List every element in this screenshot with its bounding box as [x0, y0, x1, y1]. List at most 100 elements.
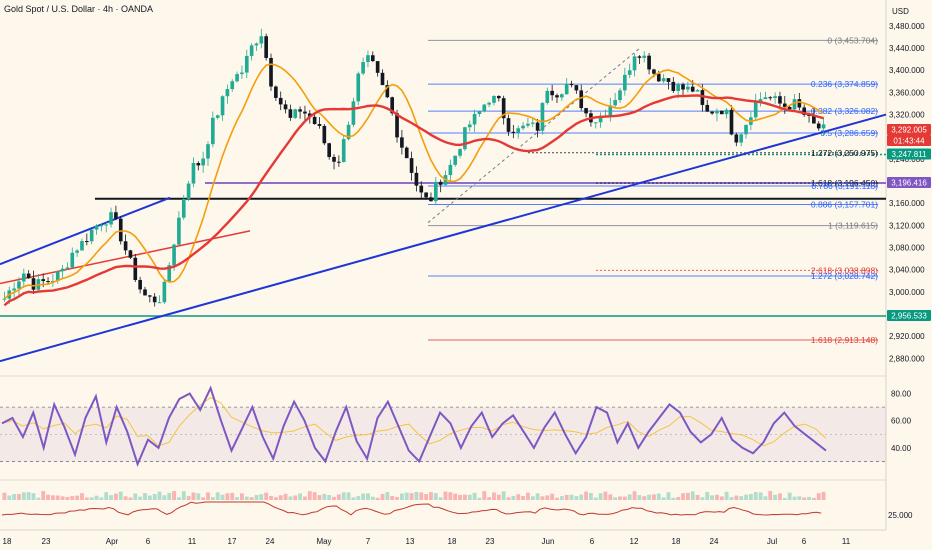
volume-bar — [327, 494, 332, 500]
candle-body — [763, 97, 768, 100]
volume-bar — [695, 494, 700, 500]
candle-body — [715, 110, 719, 114]
volume-bar — [550, 493, 555, 500]
candle-body — [317, 124, 322, 126]
volume-bar — [530, 496, 535, 500]
candle-body — [12, 288, 16, 291]
candle-body — [613, 100, 617, 106]
chart-title: Gold Spot / U.S. Dollar · 4h · OANDA — [4, 4, 154, 14]
moving-average-fast — [3, 63, 824, 300]
volume-bar — [593, 497, 598, 500]
candle-body — [429, 197, 433, 202]
candle-body — [133, 257, 138, 280]
volume-bar — [249, 497, 254, 500]
x-tick-label: 23 — [42, 537, 51, 546]
candle-body — [710, 111, 714, 114]
candle-body — [652, 69, 656, 74]
volume-bar — [564, 494, 569, 500]
volume-bar — [147, 495, 152, 500]
volume-bar — [80, 493, 84, 500]
candle-body — [278, 97, 283, 105]
volume-bar — [196, 493, 201, 500]
candle-body — [400, 137, 404, 148]
candle-body — [356, 73, 361, 102]
volume-bar — [191, 492, 196, 500]
rsi-line — [1, 385, 827, 467]
candle-body — [661, 78, 666, 82]
volume-bar — [259, 494, 264, 500]
price-tag-label: 2,956.533 — [891, 311, 927, 320]
candle-body — [312, 116, 317, 125]
volume-bar — [472, 492, 477, 500]
candle-body — [31, 278, 36, 290]
volume-bar — [273, 497, 278, 500]
volume-bar — [642, 496, 647, 500]
candle-body — [569, 83, 574, 86]
volume-bar — [516, 494, 521, 500]
volume-bar — [113, 493, 118, 500]
fib-level-label: 2.618 (3,038.898) — [811, 265, 878, 275]
volume-bar — [133, 493, 138, 500]
volume-bar — [787, 492, 792, 500]
candle-body — [632, 56, 637, 71]
candle-body — [676, 84, 680, 91]
volume-bar — [613, 497, 618, 500]
price-tag-label: 3,292.005 — [891, 126, 927, 135]
candle-body — [419, 185, 424, 193]
fib-level-label: 0.382 (3,326.082) — [811, 106, 878, 116]
candle-body — [666, 78, 671, 82]
volume-bar — [496, 494, 501, 500]
volume-bar — [419, 492, 424, 500]
candle-body — [80, 241, 84, 251]
volume-bar — [220, 494, 225, 500]
candle-body — [637, 56, 642, 58]
volume-bar — [312, 492, 317, 500]
candle-body — [467, 124, 472, 128]
volume-bar — [627, 494, 632, 500]
volume-bar — [424, 494, 429, 500]
volume-bar — [230, 492, 235, 500]
volume-bar — [797, 496, 802, 500]
volume-bar — [118, 491, 123, 500]
candle-body — [332, 156, 336, 162]
candle-body — [506, 118, 511, 132]
volume-bar — [690, 491, 695, 500]
red-channel-line — [0, 230, 251, 285]
price-tag — [887, 309, 931, 321]
volume-bar — [7, 495, 12, 500]
x-tick-label: 18 — [672, 537, 681, 546]
candle-body — [753, 101, 758, 118]
candle-body — [487, 102, 491, 105]
y-tick-label: 3,360.000 — [889, 88, 925, 97]
candle-body — [259, 36, 264, 44]
fib-level-label: 1.272 (3,028.742) — [811, 271, 878, 281]
volume-bar — [89, 497, 94, 500]
volume-bar — [778, 493, 782, 500]
candle-body — [526, 123, 530, 126]
volume-bar — [138, 496, 143, 500]
y-tick-label: 3,000.000 — [889, 288, 925, 297]
candle-body — [21, 273, 26, 282]
x-tick-label: 11 — [188, 537, 197, 546]
volume-bar — [598, 493, 603, 500]
volume-bar — [399, 493, 404, 500]
fib-level-label: 1 (3,119.615) — [828, 221, 878, 231]
volume-bar — [322, 493, 327, 500]
price-tag-label: 01:43:44 — [893, 137, 925, 146]
fib-level-label: 1.272 (3,250.975) — [811, 148, 878, 158]
candle-body — [787, 106, 792, 110]
candle-body — [186, 183, 191, 200]
candle-body — [109, 212, 113, 225]
volume-bar — [710, 495, 715, 500]
candle-body — [404, 147, 409, 159]
candle-body — [361, 62, 365, 74]
candle-body — [560, 94, 564, 98]
volume-bar — [443, 491, 448, 500]
candle-body — [695, 90, 700, 92]
candle-body — [627, 70, 632, 75]
volume-bar — [332, 496, 336, 500]
volume-bar — [763, 496, 768, 500]
candle-body — [41, 279, 46, 282]
